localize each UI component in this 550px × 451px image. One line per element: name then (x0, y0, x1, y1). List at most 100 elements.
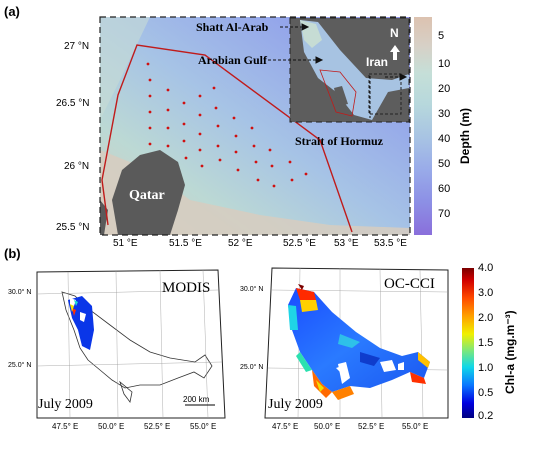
modis-scale-label: 200 km (183, 395, 210, 404)
lon-label-51-5: 51.5 °E (169, 238, 202, 249)
station-dot (214, 106, 218, 110)
chl-tick-1-0: 1.0 (478, 362, 494, 374)
station-dot (232, 116, 236, 120)
station-dot (166, 126, 170, 130)
chl-tick-0-2: 0.2 (478, 410, 494, 422)
map-frame (99, 16, 411, 236)
occci-lon-50: 50.0° E (314, 422, 341, 431)
depth-tick-5: 5 (438, 30, 445, 42)
station-dot (166, 108, 170, 112)
station-dot (148, 94, 152, 98)
lon-label-53: 53 °E (334, 238, 359, 249)
station-dot (234, 134, 238, 138)
lon-label-52-5: 52.5 °E (283, 238, 316, 249)
occci-lat-30: 30.0° N (240, 286, 264, 293)
depth-tick-30: 30 (438, 108, 451, 120)
station-dot (272, 184, 276, 188)
lon-label-52: 52 °E (228, 238, 253, 249)
station-dot (148, 78, 152, 82)
station-dot (182, 101, 186, 105)
modis-lat-30: 30.0° N (8, 289, 32, 296)
north-arrow-icon (390, 45, 400, 60)
occci-lon-47-5: 47.5° E (272, 422, 299, 431)
depth-tick-10: 10 (438, 58, 451, 70)
occci-sensor-label: OC-CCI (384, 276, 435, 292)
lat-label-27: 27 °N (64, 41, 90, 52)
station-dot (218, 158, 222, 162)
arabian-gulf-label: Arabian Gulf (198, 53, 268, 67)
station-dot (212, 86, 216, 90)
panel-b-label: (b) (4, 246, 21, 261)
station-dot (148, 110, 152, 114)
station-dot (288, 160, 292, 164)
station-dot (198, 148, 202, 152)
station-dot (216, 124, 220, 128)
station-dot (198, 113, 202, 117)
station-dot (166, 88, 170, 92)
north-label: N (390, 26, 399, 40)
station-dot (182, 122, 186, 126)
station-points (146, 62, 308, 188)
occci-date-label: July 2009 (268, 397, 323, 412)
station-dot (270, 164, 274, 168)
station-dot (198, 94, 202, 98)
station-dot (290, 178, 294, 182)
occci-lon-52-5: 52.5° E (358, 422, 385, 431)
lon-label-53-5: 53.5 °E (374, 238, 407, 249)
station-dot (234, 150, 238, 154)
station-dot (200, 164, 204, 168)
modis-lat-25: 25.0° N (8, 362, 32, 369)
depth-tick-50: 50 (438, 158, 451, 170)
station-dot (256, 178, 260, 182)
station-dot (304, 172, 308, 176)
modis-lon-55: 55.0° E (190, 422, 217, 431)
station-dot (254, 160, 258, 164)
modis-date-label: July 2009 (38, 397, 93, 412)
lat-label-26: 26 °N (64, 161, 90, 172)
label-arrows (268, 23, 408, 118)
occci-lon-55: 55.0° E (402, 422, 429, 431)
station-dot (182, 139, 186, 143)
lat-label-26-5: 26.5 °N (56, 98, 90, 109)
qatar-label: Qatar (129, 188, 165, 203)
chl-tick-3-0: 3.0 (478, 287, 494, 299)
depth-tick-20: 20 (438, 83, 451, 95)
station-dot (268, 148, 272, 152)
chl-tick-2-0: 2.0 (478, 312, 494, 324)
study-boundary (101, 44, 353, 233)
station-dot (198, 132, 202, 136)
station-dot (166, 144, 170, 148)
occci-map (264, 267, 449, 419)
modis-lon-50: 50.0° E (98, 422, 125, 431)
occci-lat-25: 25.0° N (240, 364, 264, 371)
modis-lon-52-5: 52.5° E (144, 422, 171, 431)
lat-label-25-5: 25.5 °N (56, 222, 90, 233)
shatt-al-arab-label: Shatt Al-Arab (196, 20, 269, 34)
qatar-land (112, 150, 185, 235)
modis-sensor-label: MODIS (162, 280, 211, 296)
modis-map (36, 269, 226, 419)
modis-lon-47-5: 47.5° E (52, 422, 79, 431)
chl-colorbar (462, 268, 474, 418)
station-dot (148, 126, 152, 130)
station-dot (184, 156, 188, 160)
station-dot (216, 144, 220, 148)
panel-a-label: (a) (4, 4, 20, 19)
chl-tick-0-5: 0.5 (478, 387, 494, 399)
depth-colorbar-title: Depth (m) (458, 108, 472, 164)
station-dot (146, 62, 150, 66)
station-dot (250, 126, 254, 130)
lon-label-51: 51 °E (113, 238, 138, 249)
depth-tick-60: 60 (438, 183, 451, 195)
station-dot (252, 144, 256, 148)
chl-tick-4-0: 4.0 (478, 262, 494, 274)
iran-label: Iran (366, 55, 389, 69)
station-dot (148, 142, 152, 146)
depth-colorbar (414, 17, 432, 235)
strait-of-hormuz-label: Strait of Hormuz (295, 134, 383, 148)
chl-tick-1-5: 1.5 (478, 337, 494, 349)
inset-map (289, 17, 410, 123)
depth-tick-70: 70 (438, 208, 451, 220)
depth-tick-40: 40 (438, 133, 451, 145)
